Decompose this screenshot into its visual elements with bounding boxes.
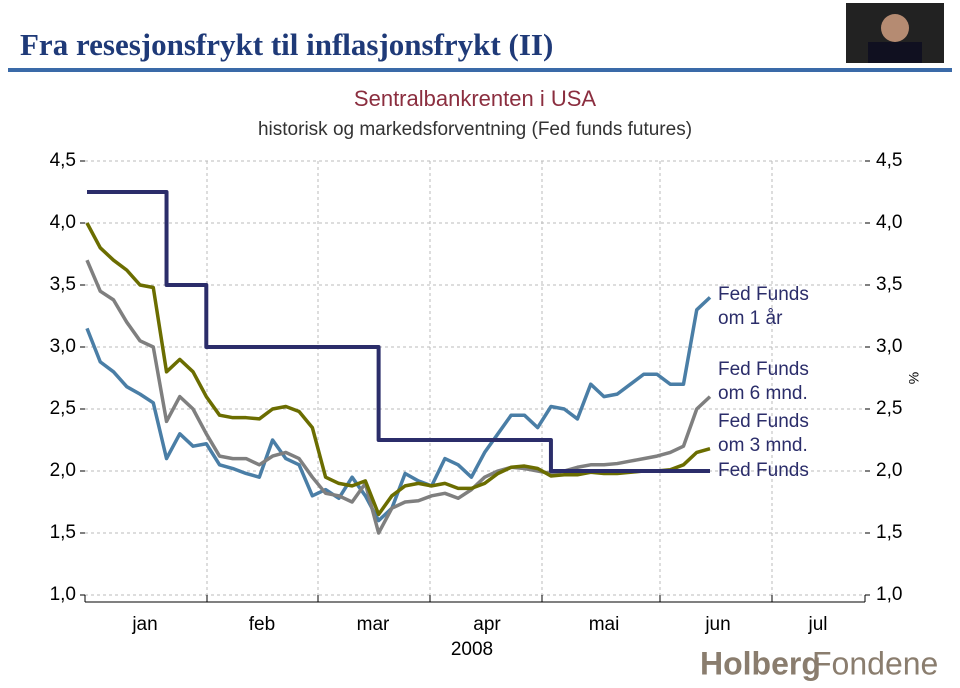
y-tick-label: 1,5	[50, 522, 76, 543]
y2-tick-label: 1,0	[876, 584, 902, 605]
y2-tick-label: 4,0	[876, 212, 902, 233]
x-tick-label: jan	[131, 614, 157, 635]
y-tick-label: 2,0	[50, 460, 76, 481]
series-line	[85, 259, 712, 535]
y2-tick-label: 2,0	[876, 460, 902, 481]
series-label: Fed Funds	[718, 460, 809, 481]
y-tick-label: 3,5	[50, 274, 76, 295]
slide-title: Fra resesjonsfrykt til inflasjonsfrykt (…	[20, 27, 553, 62]
x-tick-label: jun	[704, 614, 730, 635]
logo-main: Holberg	[700, 645, 821, 681]
series-line	[85, 222, 711, 517]
x-tick-label: mar	[357, 614, 390, 635]
y-tick-label: 3,0	[50, 336, 76, 357]
series-label: Fed Funds om 3 mnd.	[718, 411, 809, 456]
y2-tick-label: 2,5	[876, 398, 902, 419]
series-label: Fed Funds om 1 år	[718, 284, 809, 329]
y-tick-label: 4,5	[50, 150, 76, 171]
y2-tick-label: 4,5	[876, 150, 902, 171]
y-tick-label: 1,0	[50, 584, 76, 605]
y-tick-label: 4,0	[50, 212, 76, 233]
photo-face	[881, 14, 909, 42]
x-tick-label: feb	[249, 614, 275, 635]
logo-sub: Fondene	[812, 645, 938, 681]
chart-subtitle: historisk og markedsforventning (Fed fun…	[258, 119, 692, 140]
y2-tick-label: 1,5	[876, 522, 902, 543]
x-axis-label: 2008	[451, 639, 493, 660]
series-label: Fed Funds om 6 mnd.	[718, 359, 809, 404]
title-rule	[8, 68, 952, 72]
x-tick-label: jul	[807, 614, 827, 635]
y-tick-label: 2,5	[50, 398, 76, 419]
x-tick-label: mai	[589, 614, 620, 635]
photo-suit	[868, 42, 922, 63]
chart-title: Sentralbankrenten i USA	[354, 86, 596, 111]
series-line	[87, 190, 710, 473]
y2-tick-label: 3,5	[876, 274, 902, 295]
y2-tick-label: 3,0	[876, 336, 902, 357]
y2-axis-label: %	[906, 372, 922, 384]
x-tick-label: apr	[473, 614, 501, 635]
